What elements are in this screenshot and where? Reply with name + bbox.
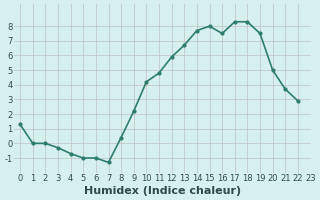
X-axis label: Humidex (Indice chaleur): Humidex (Indice chaleur) bbox=[84, 186, 241, 196]
